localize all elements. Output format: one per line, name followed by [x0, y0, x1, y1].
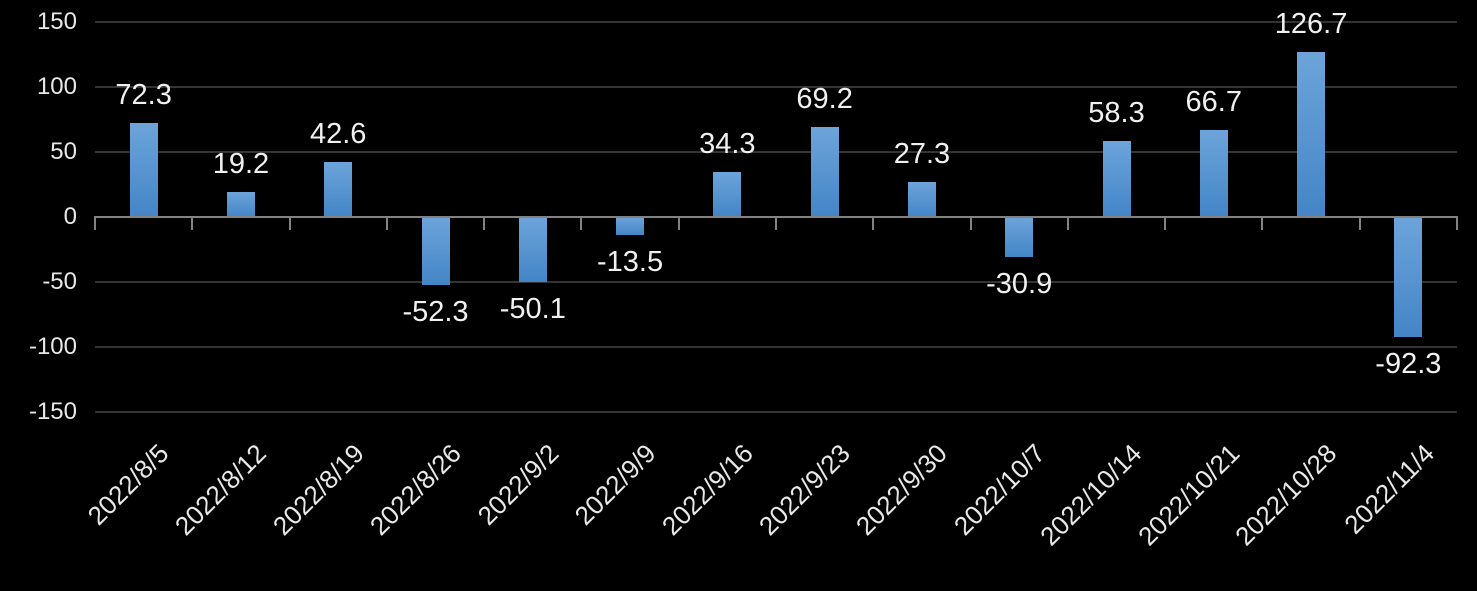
bar-value-label: 27.3 [893, 137, 951, 170]
x-axis-tick [677, 218, 680, 230]
bar [810, 127, 839, 217]
y-axis-tick-label: 0 [63, 203, 77, 230]
bar-value-label: 126.7 [1274, 8, 1348, 41]
bar [713, 172, 742, 217]
x-axis-category-label: 2022/8/26 [363, 438, 467, 542]
x-axis-tick [1358, 218, 1361, 230]
x-axis-category-label: 2022/10/7 [947, 438, 1051, 542]
x-axis-tick [94, 218, 96, 230]
bar-value-label: -92.3 [1375, 347, 1442, 380]
x-axis-tick [872, 218, 875, 230]
bar-value-label: -52.3 [402, 295, 469, 328]
x-axis-tick [1261, 218, 1264, 230]
x-axis-category-label: 2022/9/30 [850, 438, 954, 542]
x-axis-tick [580, 218, 583, 230]
x-axis-tick [483, 218, 486, 230]
bar [1102, 141, 1131, 217]
bar [518, 217, 547, 283]
x-axis-tick [775, 218, 777, 230]
x-axis-line [94, 216, 1458, 218]
y-gridline [95, 151, 1457, 153]
bar-value-label: -30.9 [986, 268, 1053, 301]
bar-value-label: 19.2 [212, 148, 270, 181]
bar [1394, 217, 1423, 337]
bar [129, 123, 158, 217]
bar-value-label: 69.2 [796, 83, 853, 116]
bar [907, 181, 936, 217]
bar-value-label: 72.3 [115, 79, 172, 111]
bar-value-label: 58.3 [1088, 97, 1145, 130]
y-gridline [95, 346, 1457, 348]
bar [324, 161, 353, 217]
y-gridline [95, 86, 1457, 88]
x-axis-tick [288, 218, 291, 230]
x-axis-category-label: 2022/8/12 [169, 438, 273, 542]
x-axis-tick [1164, 218, 1167, 230]
x-axis-category-label: 2022/9/23 [752, 438, 856, 542]
x-axis-category-label: 2022/11/4 [1337, 438, 1440, 540]
x-axis-tick [191, 218, 194, 230]
y-gridline [95, 21, 1457, 23]
x-axis-category-label: 2022/9/9 [568, 438, 662, 531]
x-axis-tick [1456, 218, 1458, 230]
y-gridline [95, 411, 1457, 413]
x-axis-category-label: 2022/9/16 [655, 438, 759, 542]
x-axis-category-label: 2022/8/19 [266, 438, 370, 542]
x-axis-tick [1066, 218, 1069, 230]
bar-value-label: 42.6 [309, 117, 367, 150]
y-axis-tick-label: 100 [36, 73, 77, 100]
bar [421, 217, 450, 285]
bar-value-label: 66.7 [1185, 86, 1242, 119]
x-axis-category-label: 2022/10/14 [1034, 438, 1148, 552]
x-axis-category-label: 2022/9/2 [471, 438, 565, 531]
bar [226, 192, 255, 217]
x-axis-tick [969, 218, 972, 230]
bar-value-label: 34.3 [699, 128, 756, 161]
x-axis-category-label: 2022/10/28 [1229, 438, 1343, 552]
bar [616, 217, 645, 235]
y-axis-tick-label: 150 [36, 8, 77, 35]
y-axis-tick-label: 50 [50, 138, 77, 165]
bar-value-label: -50.1 [499, 293, 566, 326]
y-gridline [95, 281, 1457, 283]
y-axis-tick-label: -50 [42, 268, 77, 295]
bar [1199, 130, 1228, 217]
y-axis-tick-label: -150 [28, 398, 77, 425]
x-axis-tick [385, 218, 388, 230]
x-axis-category-label: 2022/10/21 [1131, 438, 1246, 552]
bar-value-label: -13.5 [597, 245, 664, 278]
bar [1005, 217, 1034, 258]
y-axis-tick-label: -100 [28, 333, 77, 360]
x-axis-category-label: 2022/8/5 [82, 438, 175, 531]
bar [1297, 52, 1326, 217]
